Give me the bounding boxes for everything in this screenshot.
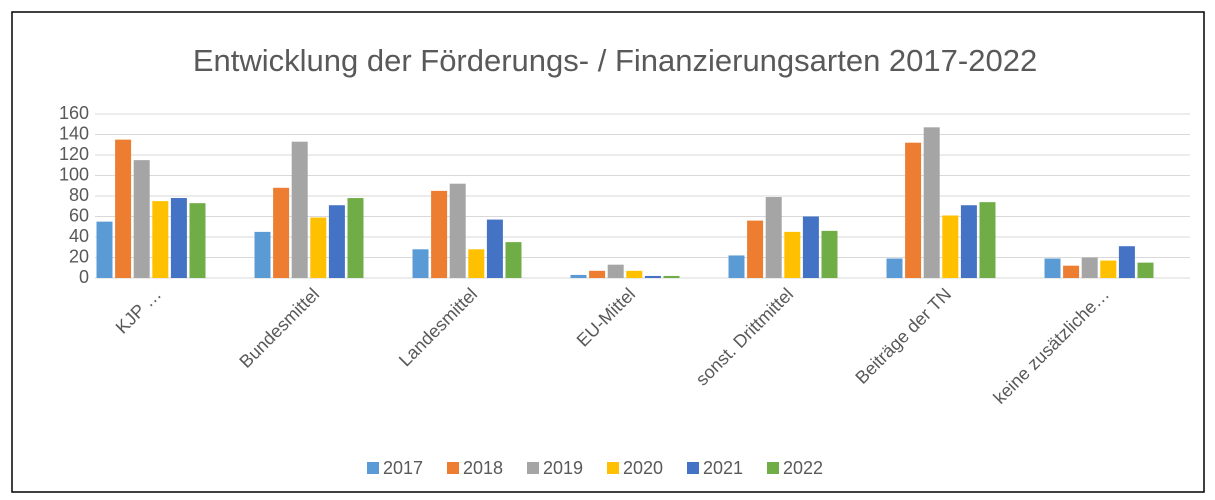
y-tick-label: 40 [69, 226, 89, 246]
bar [979, 202, 996, 278]
chart-border [11, 11, 1205, 493]
bar [784, 231, 801, 278]
bar [570, 274, 587, 278]
bar [412, 249, 429, 278]
bar [170, 198, 187, 278]
bar [431, 190, 448, 278]
bar [626, 270, 643, 278]
bar [273, 187, 290, 278]
bar [821, 230, 838, 278]
bar [486, 219, 503, 278]
legend-swatch [527, 462, 539, 474]
bar [1118, 246, 1135, 278]
legend-label: 2020 [623, 458, 663, 478]
legend-label: 2018 [463, 458, 503, 478]
y-tick-label: 80 [69, 185, 89, 205]
bar [644, 275, 661, 278]
bar [328, 205, 345, 278]
bar [347, 198, 364, 278]
y-tick-label: 120 [59, 144, 89, 164]
bar [1100, 260, 1117, 278]
bar [607, 264, 624, 278]
y-tick-label: 0 [79, 267, 89, 287]
y-tick-label: 60 [69, 205, 89, 225]
bar [468, 249, 485, 278]
legend-label: 2017 [383, 458, 423, 478]
legend-swatch [607, 462, 619, 474]
bar [1137, 262, 1154, 278]
bar [905, 142, 922, 278]
bar [589, 270, 606, 278]
legend-swatch [687, 462, 699, 474]
bar [663, 275, 680, 278]
bar [189, 203, 206, 278]
bar [133, 160, 150, 278]
bar [728, 255, 745, 278]
bar [747, 220, 764, 278]
legend-swatch [447, 462, 459, 474]
bar [449, 183, 466, 278]
legend-label: 2021 [703, 458, 743, 478]
bar [254, 231, 271, 278]
bar [96, 221, 113, 278]
y-tick-label: 100 [59, 164, 89, 184]
y-tick-label: 20 [69, 246, 89, 266]
bar [152, 201, 169, 278]
bar [802, 216, 819, 278]
bar [960, 205, 977, 278]
bar [1044, 258, 1061, 278]
legend-label: 2022 [783, 458, 823, 478]
legend-swatch [767, 462, 779, 474]
chart-title: Entwicklung der Förderungs- / Finanzieru… [193, 43, 1037, 78]
legend-swatch [367, 462, 379, 474]
bar [923, 127, 940, 278]
bar [115, 139, 132, 278]
bar [886, 258, 903, 278]
bar [765, 197, 782, 278]
bar [505, 242, 522, 278]
legend-label: 2019 [543, 458, 583, 478]
y-tick-label: 140 [59, 123, 89, 143]
bar [1081, 257, 1098, 278]
bar [291, 141, 308, 278]
bar [942, 215, 959, 278]
y-tick-label: 160 [59, 103, 89, 123]
bar [1063, 265, 1080, 278]
bar [310, 217, 327, 278]
